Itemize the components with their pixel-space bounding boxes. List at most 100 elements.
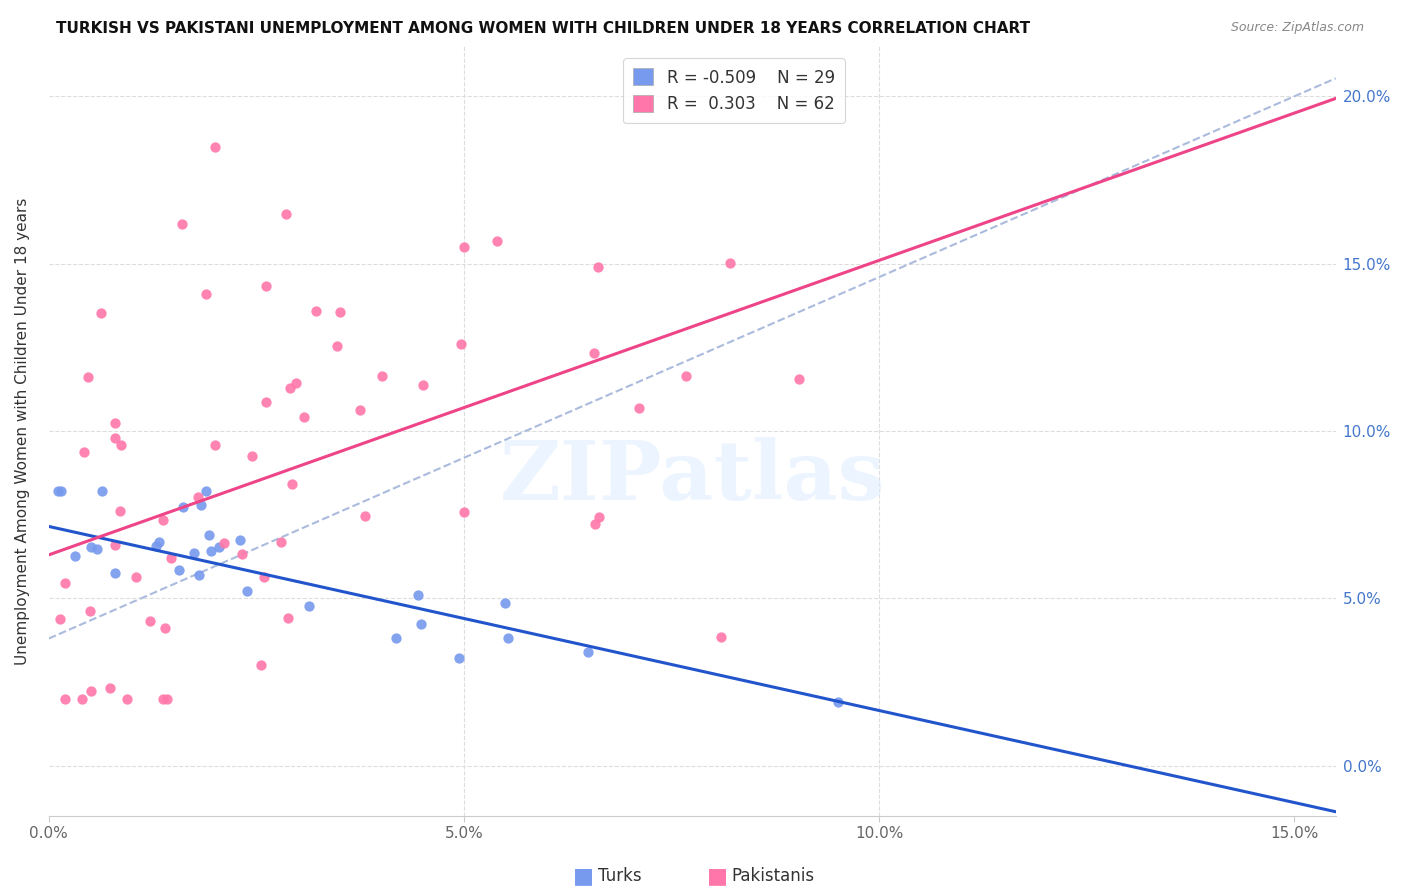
Point — [145, 539, 167, 553]
Point — [450, 337, 472, 351]
Point — [170, 217, 193, 231]
Point — [270, 534, 292, 549]
Text: TURKISH VS PAKISTANI UNEMPLOYMENT AMONG WOMEN WITH CHILDREN UNDER 18 YEARS CORRE: TURKISH VS PAKISTANI UNEMPLOYMENT AMONG … — [56, 21, 1031, 36]
Point — [204, 139, 226, 153]
Point — [115, 691, 138, 706]
Point — [98, 681, 121, 695]
Point — [125, 570, 148, 584]
Point — [486, 234, 509, 248]
Point — [152, 513, 174, 527]
Point — [197, 528, 219, 542]
Point — [582, 346, 605, 360]
Point — [578, 645, 600, 659]
Text: ■: ■ — [574, 866, 593, 886]
Point — [172, 500, 194, 515]
Text: ■: ■ — [707, 866, 727, 886]
Text: Source: ZipAtlas.com: Source: ZipAtlas.com — [1230, 21, 1364, 34]
Point — [188, 568, 211, 582]
Point — [453, 505, 475, 519]
Point — [284, 376, 307, 390]
Point — [104, 417, 127, 431]
Point — [710, 630, 733, 644]
Point — [195, 484, 218, 499]
Point — [240, 449, 263, 463]
Point — [55, 691, 77, 706]
Point — [110, 438, 132, 452]
Point — [86, 541, 108, 556]
Point — [229, 533, 252, 547]
Point — [292, 410, 315, 425]
Point — [104, 566, 127, 580]
Point — [79, 604, 101, 618]
Point — [254, 395, 277, 409]
Point — [156, 691, 179, 706]
Point — [231, 547, 253, 561]
Point — [447, 651, 470, 665]
Point — [583, 517, 606, 532]
Point — [190, 499, 212, 513]
Point — [250, 658, 273, 673]
Point — [718, 255, 741, 269]
Point — [46, 484, 69, 499]
Point — [628, 401, 651, 415]
Point — [675, 368, 697, 383]
Legend: R = -0.509    N = 29, R =  0.303    N = 62: R = -0.509 N = 29, R = 0.303 N = 62 — [623, 58, 845, 123]
Point — [214, 536, 236, 550]
Point — [104, 431, 127, 445]
Point — [155, 622, 177, 636]
Point — [385, 632, 408, 646]
Point — [278, 381, 301, 395]
Point — [63, 549, 86, 563]
Point — [453, 240, 475, 254]
Point — [167, 563, 190, 577]
Point — [139, 614, 162, 628]
Point — [204, 438, 226, 452]
Point — [827, 695, 849, 709]
Point — [281, 477, 304, 491]
Point — [73, 445, 96, 459]
Point — [183, 546, 205, 560]
Point — [70, 691, 93, 706]
Point — [108, 504, 131, 518]
Point — [200, 543, 222, 558]
Point — [305, 304, 328, 318]
Point — [371, 368, 394, 383]
Point — [326, 339, 349, 353]
Point — [187, 490, 209, 504]
Point — [408, 588, 430, 602]
Point — [586, 260, 609, 274]
Y-axis label: Unemployment Among Women with Children Under 18 years: Unemployment Among Women with Children U… — [15, 197, 30, 665]
Point — [79, 684, 101, 698]
Point — [90, 305, 112, 319]
Point — [496, 631, 519, 645]
Point — [148, 535, 170, 549]
Point — [588, 510, 610, 524]
Point — [51, 484, 73, 499]
Point — [277, 611, 299, 625]
Point — [104, 538, 127, 552]
Point — [208, 540, 231, 554]
Point — [353, 509, 375, 524]
Text: Pakistanis: Pakistanis — [731, 867, 814, 885]
Point — [152, 691, 174, 706]
Point — [53, 576, 76, 591]
Point — [77, 369, 100, 384]
Point — [274, 207, 297, 221]
Point — [787, 371, 810, 385]
Point — [411, 616, 433, 631]
Point — [412, 378, 434, 392]
Point — [349, 403, 371, 417]
Point — [49, 612, 72, 626]
Point — [329, 305, 352, 319]
Point — [236, 584, 259, 599]
Text: ZIPatlas: ZIPatlas — [499, 437, 884, 517]
Point — [298, 599, 321, 613]
Point — [254, 278, 277, 293]
Point — [253, 570, 276, 584]
Point — [494, 596, 516, 610]
Point — [90, 484, 112, 499]
Text: Turks: Turks — [598, 867, 641, 885]
Point — [80, 541, 103, 555]
Point — [195, 286, 218, 301]
Point — [159, 550, 181, 565]
